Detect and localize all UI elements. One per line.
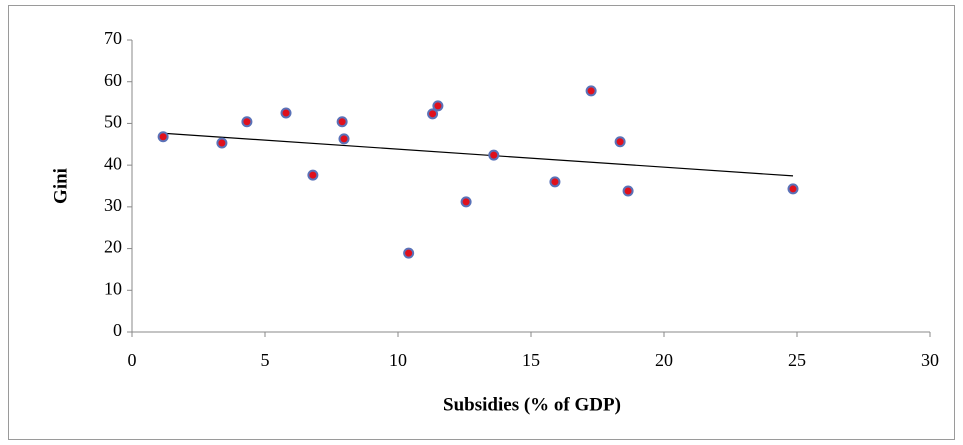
y-axis-title: Gini <box>50 168 71 204</box>
chart-frame <box>8 5 955 440</box>
trend-line <box>163 132 794 177</box>
point <box>622 185 634 197</box>
point <box>549 176 561 188</box>
x-tick-label: 0 <box>128 350 137 370</box>
point <box>241 116 253 128</box>
point <box>585 85 597 97</box>
y-tick-label: 20 <box>104 237 122 257</box>
y-tick-label: 10 <box>104 278 122 298</box>
point <box>488 149 500 161</box>
y-tick-label: 30 <box>104 195 122 215</box>
point <box>338 133 350 145</box>
x-tick-label: 25 <box>788 350 806 370</box>
y-tick-label: 50 <box>104 112 122 132</box>
point <box>432 100 444 112</box>
point <box>157 131 169 143</box>
point <box>403 247 415 259</box>
x-tick-label: 10 <box>389 350 407 370</box>
y-tick-label: 40 <box>104 153 122 173</box>
y-tick-label: 60 <box>104 70 122 90</box>
point <box>460 196 472 208</box>
point <box>614 136 626 148</box>
point <box>336 116 348 128</box>
x-tick-label: 20 <box>655 350 673 370</box>
point <box>787 183 799 195</box>
point <box>280 107 292 119</box>
y-tick-label: 0 <box>113 320 122 340</box>
x-axis-title: Subsidies (% of GDP) <box>443 394 621 415</box>
point <box>216 137 228 149</box>
x-tick-label: 30 <box>921 350 939 370</box>
point <box>307 169 319 181</box>
x-tick-label: 15 <box>522 350 540 370</box>
y-tick-label: 70 <box>104 28 122 48</box>
point <box>427 108 439 120</box>
x-tick-label: 5 <box>261 350 270 370</box>
